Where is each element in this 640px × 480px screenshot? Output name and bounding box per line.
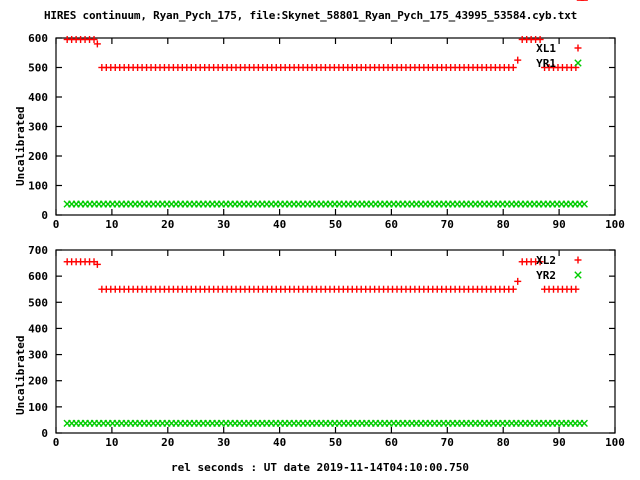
x-tick-label: 90 (552, 218, 565, 231)
y-tick-label: 700 (28, 244, 48, 257)
y-tick-label: 200 (28, 375, 48, 388)
y-tick-label: 500 (28, 62, 48, 75)
y-tick-label: 100 (28, 401, 48, 414)
x-tick-label: 10 (105, 436, 118, 449)
legend-marker-yr1 (574, 59, 582, 67)
y-tick-label: 600 (28, 32, 48, 45)
x-tick-label: 40 (273, 436, 286, 449)
panel-top: 0 100 200 300 400 500 600 0 10 20 30 40 50 60 70 80 90 10… (28, 0, 625, 231)
x-tick-label: 90 (552, 436, 565, 449)
x-tick-label: 40 (273, 218, 286, 231)
y-tick-label: 300 (28, 121, 48, 134)
x-tick-label: 0 (53, 436, 60, 449)
y-tick-label: 300 (28, 349, 48, 362)
data-point (90, 35, 98, 43)
data-point (572, 285, 580, 293)
x-axis-label: rel seconds : UT date 2019-11-14T04:10:0… (170, 461, 469, 474)
legend-label-xl2: XL2 (536, 254, 556, 267)
series-XL1 (63, 0, 588, 71)
data-point (536, 258, 544, 266)
series-XL2 (63, 0, 588, 293)
legend-marker-yr2 (574, 271, 582, 279)
data-point (509, 64, 517, 71)
data-point (93, 40, 101, 48)
y-tick-label: 200 (28, 150, 48, 163)
plot-frame (55, 37, 616, 216)
x-tick-label: 100 (605, 218, 625, 231)
page-title: HIRES continuum, Ryan_Pych_175, file:Sky… (44, 9, 578, 22)
legend-label-yr1: YR1 (536, 57, 556, 70)
x-tick-label: 30 (217, 436, 230, 449)
x-tick-label: 20 (161, 436, 174, 449)
data-point (93, 260, 101, 268)
data-point (536, 35, 544, 43)
y-tick-label: 0 (41, 427, 48, 440)
series-YR2 (63, 419, 588, 428)
legend-label-xl1: XL1 (536, 42, 556, 55)
y-tick-label: 600 (28, 270, 48, 283)
data-point (514, 56, 522, 64)
x-tick-label: 60 (385, 218, 398, 231)
legend-marker-xl1 (574, 44, 582, 52)
y-tick-label: 400 (28, 91, 48, 104)
x-tick-label: 80 (497, 436, 510, 449)
x-tick-label: 70 (441, 218, 454, 231)
data-point (580, 200, 588, 208)
x-tick-label: 60 (385, 436, 398, 449)
data-point (580, 419, 588, 428)
x-tick-label: 0 (53, 218, 60, 231)
legend-marker-xl2 (574, 256, 582, 264)
x-tick-label: 80 (497, 218, 510, 231)
x-tick-label: 70 (441, 436, 454, 449)
x-tick-label: 50 (329, 436, 342, 449)
data-point (514, 277, 522, 285)
x-tick-label: 20 (161, 218, 174, 231)
x-tick-label: 100 (605, 436, 625, 449)
plot-frame (55, 249, 616, 434)
series-YR1 (63, 200, 588, 208)
x-tick-label: 10 (105, 218, 118, 231)
y-tick-label: 100 (28, 180, 48, 193)
x-tick-label: 50 (329, 218, 342, 231)
data-point (509, 285, 517, 293)
legend-label-yr2: YR2 (536, 269, 556, 282)
y-tick-label: 500 (28, 296, 48, 309)
x-tick-label: 30 (217, 218, 230, 231)
y-tick-label: 0 (41, 209, 48, 222)
y-tick-label: 400 (28, 322, 48, 335)
